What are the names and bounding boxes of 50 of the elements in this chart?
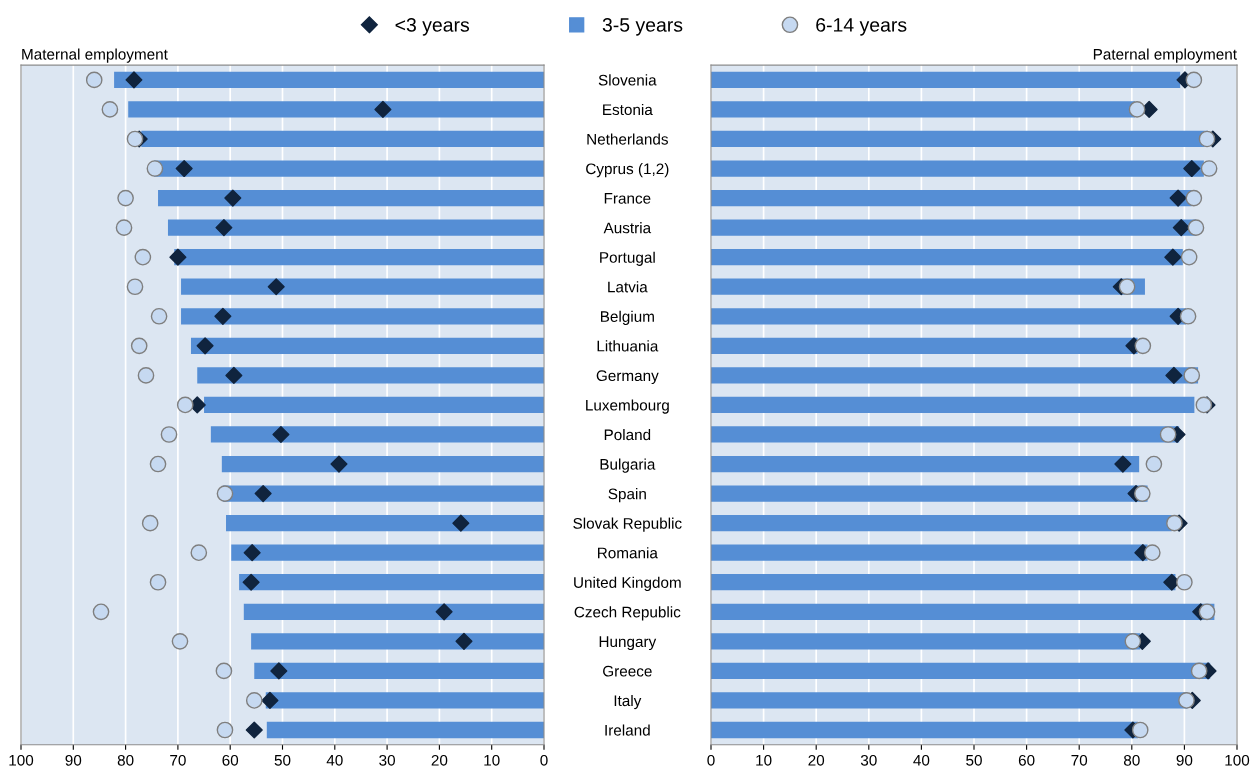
legend-label: 3-5 years — [602, 18, 683, 36]
x-tick-label: 40 — [326, 754, 343, 766]
chart-title: Maternal employment — [22, 48, 168, 63]
x-tick-label: 100 — [1225, 754, 1250, 766]
y-tick-label: Cyprus (1,2) — [586, 162, 669, 178]
legend-label: 6-14 years — [816, 18, 907, 36]
x-tick-label: 70 — [170, 754, 186, 766]
x-tick-label: 0 — [707, 754, 715, 766]
x-tick-label: 20 — [808, 754, 825, 766]
y-tick-label: Austria — [603, 222, 652, 234]
x-tick-label: 10 — [756, 754, 772, 766]
y-tick-label: Poland — [604, 428, 651, 441]
y-tick-label: Germany — [596, 370, 659, 385]
y-tick-label: Lithuania — [597, 340, 659, 352]
x-tick-label: 80 — [1123, 754, 1140, 766]
x-tick-label: 60 — [1018, 754, 1035, 766]
x-tick-label: 20 — [431, 754, 448, 766]
chart-title: Paternal employment — [1093, 48, 1237, 63]
y-tick-label: Romania — [598, 547, 658, 559]
y-tick-label: United Kingdom — [574, 576, 681, 591]
x-tick-label: 10 — [484, 754, 500, 766]
y-tick-label: Portugal — [600, 251, 655, 266]
y-tick-label: Bulgaria — [600, 458, 656, 473]
y-tick-label: Italy — [614, 694, 642, 710]
legend-label: <3 years — [395, 18, 470, 36]
y-tick-label: Luxembourg — [586, 399, 669, 414]
x-tick-label: 100 — [9, 754, 34, 766]
y-tick-label: Latvia — [608, 281, 648, 293]
y-tick-label: Spain — [608, 488, 646, 503]
x-tick-label: 90 — [1176, 754, 1193, 766]
y-tick-label: Slovenia — [598, 74, 657, 86]
y-tick-label: Hungary — [599, 636, 657, 651]
x-tick-label: 30 — [379, 754, 395, 766]
x-tick-label: 40 — [913, 754, 930, 766]
y-tick-label: Netherlands — [587, 133, 668, 145]
x-tick-label: 30 — [860, 754, 877, 766]
y-tick-label: Czech Republic — [574, 606, 681, 621]
y-tick-label: Greece — [603, 665, 652, 677]
x-tick-label: 50 — [274, 754, 291, 766]
y-tick-label: Estonia — [603, 103, 653, 116]
y-tick-label: Ireland — [605, 724, 650, 736]
y-tick-label: Belgium — [600, 310, 654, 325]
x-tick-label: 90 — [65, 754, 82, 766]
x-tick-label: 0 — [540, 754, 548, 766]
y-tick-label: Slovak Republic — [573, 517, 682, 532]
x-tick-label: 60 — [222, 754, 239, 766]
x-tick-label: 50 — [966, 754, 982, 766]
y-tick-label: France — [604, 193, 651, 204]
x-tick-label: 80 — [117, 754, 134, 766]
x-tick-label: 70 — [1071, 754, 1088, 766]
